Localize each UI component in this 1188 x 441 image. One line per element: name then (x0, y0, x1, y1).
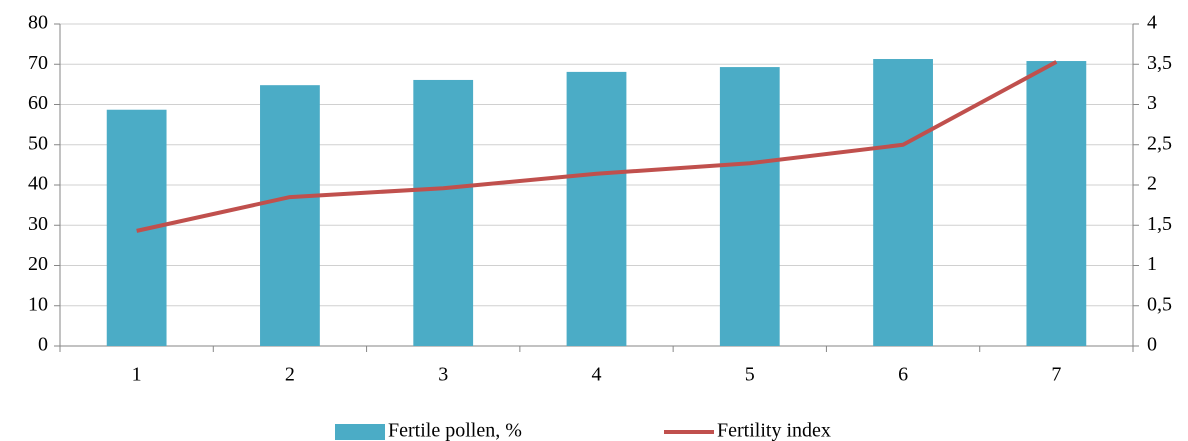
y-tick-label: 70 (28, 52, 48, 74)
legend-swatch (335, 424, 385, 440)
bar (719, 67, 780, 346)
y2-tick-label: 0,5 (1147, 293, 1172, 315)
y-tick-label: 20 (28, 253, 48, 275)
bar (1026, 61, 1087, 346)
x-tick-label: 7 (1051, 364, 1061, 386)
x-tick-label: 3 (438, 364, 448, 386)
bar (873, 59, 933, 347)
y-tick-label: 80 (28, 12, 48, 34)
y2-tick-label: 3 (1147, 92, 1157, 114)
y2-tick-label: 0 (1147, 334, 1157, 356)
y-tick-label: 30 (28, 213, 48, 235)
bar (260, 85, 320, 347)
legend-label: Fertility index (717, 420, 831, 441)
y2-tick-label: 2,5 (1147, 132, 1172, 154)
y-tick-label: 60 (28, 92, 48, 114)
bar (413, 79, 474, 346)
y-tick-label: 50 (28, 132, 48, 154)
y2-tick-label: 3,5 (1147, 52, 1172, 74)
y2-tick-label: 2 (1147, 173, 1157, 195)
x-tick-label: 4 (592, 364, 602, 386)
y2-tick-label: 4 (1147, 12, 1157, 34)
y2-tick-label: 1 (1147, 253, 1157, 275)
y-tick-label: 10 (28, 293, 48, 315)
x-tick-label: 5 (745, 364, 755, 386)
legend-label: Fertile pollen, % (388, 420, 522, 441)
line (136, 60, 1058, 233)
x-tick-label: 6 (898, 364, 908, 386)
x-tick-label: 1 (132, 364, 142, 386)
y-tick-label: 0 (38, 334, 48, 356)
x-tick-label: 2 (285, 364, 295, 386)
y2-tick-label: 1,5 (1147, 213, 1172, 235)
bar (566, 71, 627, 347)
y-tick-label: 40 (28, 173, 48, 195)
